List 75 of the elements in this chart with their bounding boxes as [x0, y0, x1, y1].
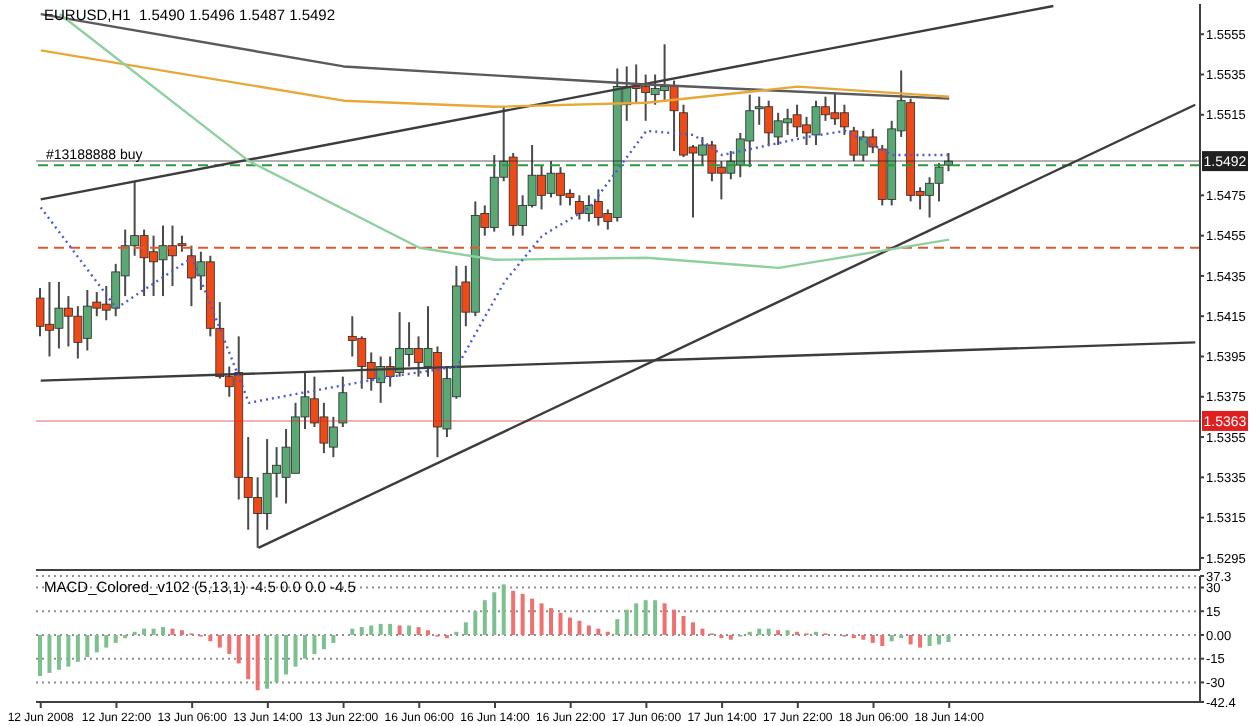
bar	[407, 625, 412, 635]
bar	[94, 634, 99, 653]
bar	[889, 634, 894, 642]
line-series	[39, 129, 951, 405]
bar	[728, 634, 733, 640]
bar	[624, 609, 629, 635]
bar	[38, 634, 42, 677]
bar	[151, 628, 156, 635]
bar	[520, 593, 525, 635]
bar	[615, 619, 620, 635]
bar	[567, 617, 572, 635]
bar	[880, 634, 885, 647]
bar	[227, 634, 232, 654]
bar	[473, 611, 478, 635]
bar	[293, 634, 298, 667]
bar	[369, 625, 374, 635]
bar	[672, 609, 677, 635]
bar	[217, 634, 222, 648]
bar	[530, 598, 535, 635]
bar	[113, 634, 118, 643]
bar	[208, 634, 213, 642]
bar	[586, 625, 591, 635]
bar	[700, 628, 705, 635]
bar	[492, 592, 497, 635]
bar	[302, 634, 307, 659]
bar	[397, 625, 402, 635]
bar	[85, 634, 90, 658]
bar	[927, 634, 932, 647]
bar	[416, 627, 421, 635]
bar	[161, 627, 166, 635]
bar	[56, 634, 61, 670]
bar	[549, 608, 554, 635]
bar	[66, 634, 71, 667]
bar	[539, 603, 544, 635]
bar	[142, 628, 147, 635]
bar	[577, 620, 582, 635]
bar	[255, 634, 260, 691]
bar	[681, 616, 686, 635]
bar	[937, 634, 942, 645]
bar	[359, 627, 364, 635]
bar	[690, 622, 695, 635]
bar	[274, 634, 279, 683]
bar	[312, 634, 317, 654]
bar	[908, 634, 913, 645]
bar	[321, 634, 326, 650]
bar	[482, 600, 487, 635]
bar	[558, 612, 563, 635]
bar	[104, 634, 109, 648]
bar	[870, 634, 875, 643]
bar	[331, 634, 336, 643]
bar	[643, 600, 648, 635]
bar	[946, 634, 951, 643]
bar	[284, 634, 289, 675]
bar	[170, 628, 175, 635]
bar	[47, 634, 52, 673]
bar	[653, 600, 658, 635]
bar	[236, 634, 241, 664]
line-series	[39, 12, 951, 100]
bar	[501, 584, 506, 635]
bar	[596, 628, 601, 635]
bar	[350, 628, 355, 635]
bar	[861, 634, 866, 640]
line-series	[39, 49, 951, 108]
bar	[634, 603, 639, 635]
bar	[246, 634, 251, 680]
candlestick	[338, 375, 348, 428]
bar	[378, 623, 383, 635]
bar	[463, 622, 468, 635]
bar	[757, 628, 762, 635]
bar	[265, 634, 270, 689]
bar	[388, 623, 393, 635]
bar	[662, 603, 667, 635]
bar	[766, 628, 771, 635]
bar	[918, 634, 923, 648]
bar	[75, 634, 80, 662]
